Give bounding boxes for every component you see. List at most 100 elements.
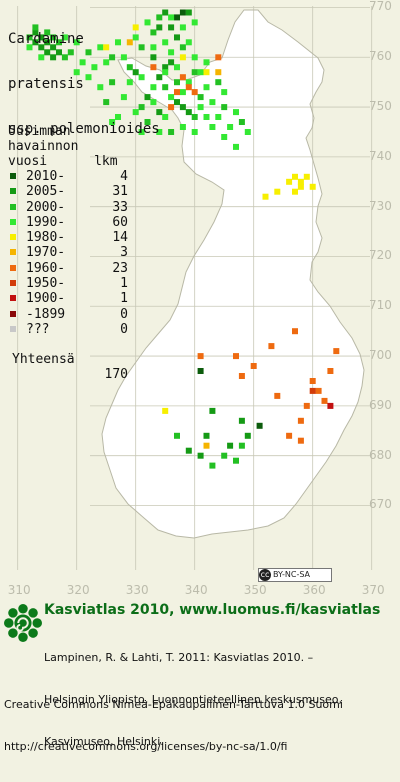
occurrence-square	[191, 69, 198, 76]
occurrence-square	[221, 452, 228, 459]
occurrence-square	[233, 109, 239, 116]
occurrence-square	[50, 34, 57, 41]
occurrence-square	[292, 328, 298, 335]
occurrence-square	[38, 44, 45, 51]
y-tick-label: 670	[369, 497, 392, 512]
occurrence-square	[174, 34, 180, 41]
legend-count: 4	[120, 169, 128, 184]
legend-count: 60	[112, 214, 128, 230]
occurrence-square	[179, 104, 186, 111]
occurrence-square	[185, 39, 192, 46]
occurrence-square	[50, 44, 57, 51]
occurrence-square	[168, 49, 175, 56]
occurrence-square	[309, 378, 316, 384]
legend-row: 1950- 1	[8, 276, 128, 291]
occurrence-square	[221, 104, 228, 111]
occurrence-square	[215, 114, 222, 120]
x-tick-label: 340	[184, 583, 208, 597]
legend-row: 1990- 60	[8, 215, 128, 230]
occurrence-square	[150, 99, 157, 106]
occurrence-square	[179, 89, 186, 96]
occurrence-square	[144, 119, 151, 125]
occurrence-square	[303, 402, 310, 409]
occurrence-square	[227, 442, 234, 449]
occurrence-square	[132, 69, 139, 76]
occurrence-square	[197, 353, 204, 360]
occurrence-square	[238, 417, 245, 424]
occurrence-square	[26, 34, 33, 41]
occurrence-square	[150, 64, 157, 71]
occurrence-square	[191, 19, 198, 26]
occurrence-square	[168, 59, 175, 66]
y-tick-label: 720	[369, 248, 392, 263]
species-title-line: Cardamine	[8, 31, 84, 47]
legend-swatch	[10, 234, 16, 241]
occurrence-square	[150, 29, 157, 36]
occurrence-square	[44, 29, 51, 36]
occurrence-square	[233, 457, 239, 464]
occurrence-square	[73, 69, 80, 76]
occurrence-square	[168, 94, 175, 101]
occurrence-square	[191, 54, 198, 61]
legend-count: 1	[120, 276, 128, 292]
legend-swatch	[10, 203, 16, 210]
legend-total-label: Yhteensä	[12, 352, 75, 368]
occurrence-square	[203, 432, 210, 439]
occurrence-square	[174, 79, 180, 86]
distribution-map	[17, 6, 373, 570]
legend-row: ??? 0	[8, 322, 128, 337]
occurrence-square	[297, 178, 304, 185]
legend-row: 1900- 1	[8, 291, 128, 306]
occurrence-square	[179, 74, 186, 81]
occurrence-square	[227, 124, 234, 130]
occurrence-square	[103, 59, 110, 66]
occurrence-square	[185, 9, 192, 16]
species-title-line: ssp. polemonioides	[8, 121, 160, 137]
occurrence-square	[109, 119, 116, 125]
occurrence-square	[185, 79, 192, 86]
license-url[interactable]: http://creativecommons.org/licenses/by-n…	[4, 740, 288, 753]
occurrence-square	[197, 104, 204, 111]
y-tick-label: 680	[369, 447, 392, 462]
occurrence-square	[327, 368, 334, 374]
occurrence-square	[61, 34, 68, 41]
y-tick-label: 770	[369, 0, 392, 14]
occurrence-square	[44, 49, 51, 56]
occurrence-square	[209, 99, 216, 106]
legend-header-line: havainnon	[8, 139, 79, 154]
occurrence-square	[32, 29, 39, 36]
occurrence-square	[297, 183, 304, 190]
occurrence-square	[209, 462, 216, 469]
occurrence-square	[162, 69, 169, 76]
occurrence-square	[132, 24, 139, 31]
legend-swatch	[10, 264, 16, 271]
kasviatlas-link[interactable]: Kasviatlas 2010, www.luomus.fi/kasviatla…	[44, 602, 381, 618]
occurrence-square	[333, 348, 340, 355]
y-tick-label: 750	[369, 99, 392, 114]
occurrence-square	[168, 14, 175, 21]
occurrence-square	[162, 407, 169, 414]
occurrence-square	[215, 69, 222, 76]
occurrence-square	[262, 193, 269, 200]
occurrence-square	[132, 34, 139, 41]
legend-total: Yhteensä 170	[8, 337, 128, 382]
legend-period: 1980-	[26, 230, 66, 246]
occurrence-square	[244, 432, 251, 439]
occurrence-square	[120, 94, 127, 101]
legend-count: 14	[112, 230, 128, 246]
occurrence-square	[286, 432, 293, 439]
occurrence-square	[144, 19, 151, 26]
occurrence-square	[292, 173, 298, 180]
legend-period: 2005-	[26, 184, 66, 200]
occurrence-square	[297, 417, 304, 424]
occurrence-square	[197, 368, 204, 374]
occurrence-square	[309, 183, 316, 190]
occurrence-square	[174, 99, 180, 106]
occurrence-square	[191, 89, 198, 96]
occurrence-square	[221, 89, 228, 96]
occurrence-square	[150, 84, 157, 91]
cc-license-badge[interactable]: cc BY-NC-SA	[258, 568, 332, 582]
occurrence-square	[215, 79, 222, 86]
occurrence-square	[168, 104, 175, 111]
occurrence-square	[286, 178, 293, 185]
